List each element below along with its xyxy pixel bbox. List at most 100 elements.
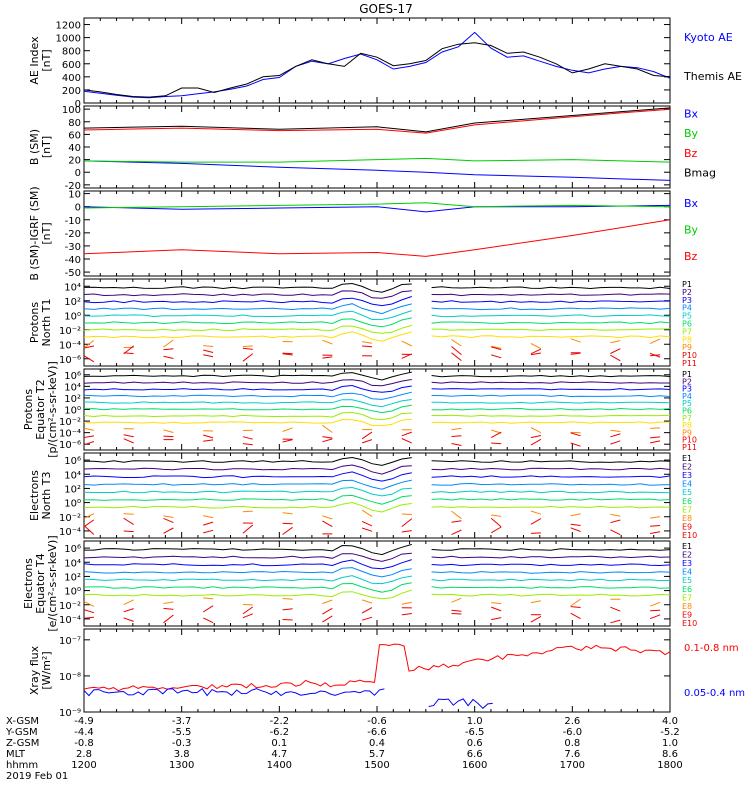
series-e9: [123, 608, 134, 613]
series-e8: [649, 601, 661, 607]
series-e9: [401, 518, 413, 527]
series-e8: [163, 515, 174, 518]
y-tick-label: 10⁶: [64, 544, 81, 555]
series-p10: [362, 345, 373, 348]
legend-label: E4: [682, 568, 692, 577]
x-axis-value: 1500: [364, 760, 389, 771]
legend-label: P8: [682, 421, 692, 430]
series-p11: [610, 354, 621, 362]
y-tick-label: 60: [68, 130, 81, 141]
series-e9: [83, 609, 95, 614]
series-xray-long: [83, 643, 671, 692]
series-p10: [242, 347, 253, 350]
series-e10: [649, 614, 661, 620]
y-tick-label: 400: [62, 73, 81, 84]
series-e10: [242, 524, 254, 534]
series-e7: [83, 589, 412, 600]
x-axis-value: 2.6: [564, 716, 580, 727]
legend-label: Bx: [684, 108, 699, 121]
series-p9: [650, 427, 661, 429]
series-e9: [570, 523, 581, 526]
x-axis-value: -5.5: [172, 727, 192, 738]
series-p9: [203, 345, 214, 347]
panel-frame: [83, 17, 671, 104]
series-bx: [83, 160, 671, 181]
series-e9: [491, 606, 502, 612]
series-e8: [401, 601, 412, 605]
series-e4: [83, 479, 412, 490]
y-tick-label: 600: [62, 60, 81, 71]
series-e9: [123, 517, 134, 526]
series-p11: [451, 352, 462, 361]
series-e8: [282, 598, 293, 600]
y-tick-label: 10²: [64, 297, 81, 308]
series-p1: [83, 282, 412, 293]
series-e8: [203, 515, 214, 519]
legend-label: E3: [682, 559, 692, 568]
series-p11: [242, 443, 253, 446]
panel-7: 10⁻⁴ 10⁻² 10⁰ 10² 10⁴ 10⁶ Electrons Equator T4[…: [22, 535, 697, 631]
series-p9: [401, 340, 413, 347]
series-e8: [570, 598, 581, 607]
y-axis-label: North T1: [40, 299, 53, 347]
y-axis-label: Electrons: [28, 470, 41, 521]
legend-label: 0.1-0.8 nm: [684, 643, 739, 654]
series-e9: [163, 517, 174, 524]
series-e1: [84, 543, 412, 556]
series-p11: [203, 439, 214, 442]
series-p9: [322, 424, 333, 433]
x-axis-row-label: Y-GSM: [5, 727, 38, 738]
series-p5: [431, 314, 671, 318]
series-e9: [610, 606, 621, 612]
series-e10: [203, 529, 214, 534]
x-axis-row-label: hhmm: [6, 760, 38, 771]
series-p11: [322, 438, 333, 443]
legend-label: E4: [682, 480, 692, 489]
series-e10: [282, 526, 293, 535]
series-p10: [322, 436, 333, 439]
series-p4: [431, 307, 671, 311]
y-axis-label: [nT]: [40, 136, 53, 158]
series-e8: [123, 599, 134, 606]
x-axis-value: 3.8: [174, 749, 190, 760]
series-p9: [163, 339, 174, 348]
series-p8: [83, 331, 412, 342]
x-axis-value: 1300: [169, 760, 194, 771]
y-tick-label: 10⁰: [64, 499, 81, 510]
series-e9: [83, 519, 95, 528]
legend-label: E2: [682, 463, 692, 472]
legend-label: E8: [682, 514, 692, 523]
series-e9: [322, 520, 333, 528]
y-axis-label: Equator T4: [34, 553, 47, 613]
legend-label: E10: [682, 619, 697, 628]
series-e8: [401, 513, 412, 515]
x-axis-value: -0.6: [367, 716, 387, 727]
series-p3: [83, 384, 412, 393]
series-e10: [282, 619, 293, 621]
legend-label: E6: [682, 585, 692, 594]
series-e10: [123, 617, 134, 622]
y-tick-label: 10⁻⁷: [59, 636, 81, 647]
y-axis-label: Protons: [22, 389, 35, 430]
legend-label: E9: [682, 610, 692, 619]
x-axis-value: 0.8: [564, 738, 580, 749]
y-tick-label: 10²: [64, 484, 81, 495]
y-tick-label: 10: [68, 190, 81, 201]
series-e5: [83, 486, 412, 497]
series-e10: [570, 527, 581, 532]
series-e10: [451, 613, 462, 615]
series-p10: [530, 435, 542, 439]
series-e9: [163, 607, 174, 610]
series-p11: [451, 443, 462, 446]
series-e8: [610, 513, 621, 517]
x-axis-value: 1.0: [662, 738, 678, 749]
series-bx: [83, 204, 671, 213]
legend-label: P9: [682, 428, 692, 437]
legend-label: P7: [682, 327, 692, 336]
legend-label: P8: [682, 335, 692, 344]
series-e10: [610, 529, 621, 536]
y-tick-label: -40: [65, 255, 81, 266]
y-tick-label: 10⁻⁶: [59, 440, 81, 451]
series-p11: [610, 440, 621, 445]
